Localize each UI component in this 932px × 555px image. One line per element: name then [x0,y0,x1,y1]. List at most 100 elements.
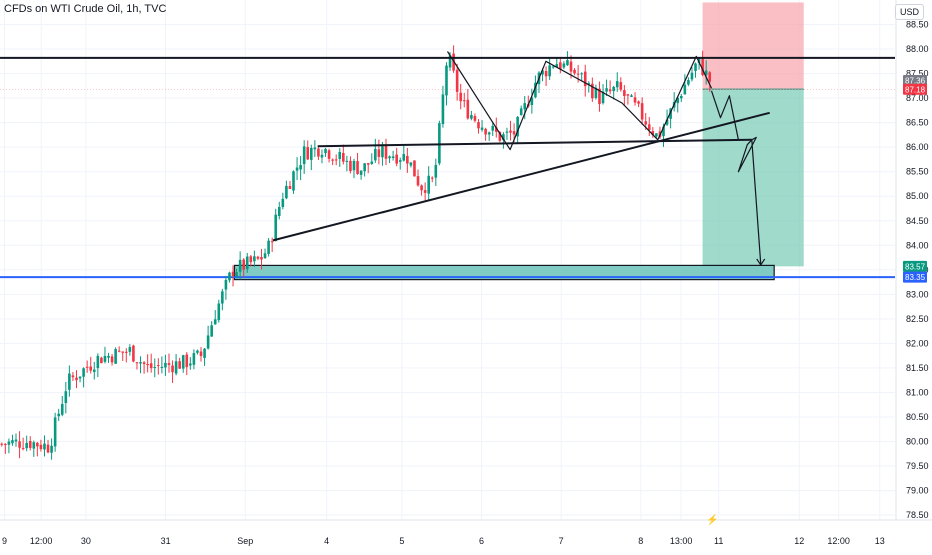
y-tick-label: 84.50 [906,216,929,226]
price-tag: 83.35 [903,272,927,283]
price-tag-label: 83.35 [905,273,926,282]
candle-body [563,64,566,68]
x-tick-label: 8 [638,536,643,546]
candle-body [47,445,50,453]
candle [0,442,3,446]
candle-body [299,165,302,169]
candle-body [253,256,256,261]
candle-body [520,108,523,115]
candle-body [609,89,612,91]
event-bolt-icon[interactable]: ⚡ [706,515,718,526]
candle [545,66,548,86]
candle-body [104,356,107,362]
candle-body [630,95,633,97]
candle-body [370,162,373,164]
candle-body [438,123,441,163]
candle [228,272,231,283]
candle-body [114,349,117,364]
x-tick-label: 12:00 [30,536,53,546]
candle [314,140,317,157]
candle [587,81,590,92]
candle [104,347,107,364]
candle [346,156,349,171]
candle [193,349,196,369]
candle [438,121,441,166]
candle [442,86,445,128]
candle [467,89,470,120]
candle-body [314,148,317,150]
candle-body [435,165,438,178]
candle-body [548,65,551,76]
candle-body [552,66,555,67]
candle-body [367,163,370,165]
candle-body [331,160,334,161]
candle [370,153,373,165]
candle-body [153,367,156,368]
candle [303,140,306,174]
candle-body [687,80,690,85]
candle-body [93,370,96,372]
candle [399,158,402,170]
x-tick-label: 11 [714,536,723,546]
candle-body [605,88,608,91]
candle-body [356,161,359,174]
candle [72,372,75,381]
candle-body [193,353,196,365]
candle-body [338,152,341,159]
candle-body [317,149,320,157]
candle-body [388,156,391,158]
candle-body [278,207,281,216]
candle-body [221,291,224,303]
candle-body [477,122,480,128]
candle [107,353,110,363]
candle [282,193,285,210]
candle [691,67,694,81]
candle [15,433,18,446]
candle-body [200,351,203,356]
candle-body [637,101,640,103]
candle [75,370,78,388]
candle-body [577,74,580,75]
candle [25,436,28,452]
candle-body [246,257,249,270]
candle [680,94,683,102]
y-tick-label: 79.50 [906,461,929,471]
candle-body [573,70,576,73]
candle [250,255,253,266]
candle [509,121,512,141]
candle-body [634,97,637,102]
y-tick-label: 82.00 [906,338,929,348]
candle [602,84,605,104]
candle-body [566,60,569,65]
currency-button[interactable]: USD [895,4,924,20]
candle-body [257,257,260,259]
candle [217,300,220,323]
candle-body [164,363,167,368]
candle [175,354,178,375]
candle-body [431,178,434,179]
price-tag: 83.57 [903,261,927,272]
candle-body [506,132,509,133]
candle [114,347,117,364]
candle-body [620,82,623,90]
candle-body [289,186,292,189]
candle-body [25,443,28,448]
candle [296,157,299,180]
candle-body [559,62,562,69]
x-tick-label: 6 [479,536,484,546]
candle [584,65,587,97]
candle [648,117,651,136]
candle [278,202,281,220]
candle-body [410,162,413,165]
candle [150,354,153,373]
candle-body [54,418,57,447]
x-tick-label: 30 [81,536,91,546]
candle [424,182,427,200]
candle [456,64,459,101]
x-tick-label: 12:00 [827,536,850,546]
candle-body [36,443,39,447]
candle-body [648,124,651,130]
candle-body [424,190,427,193]
